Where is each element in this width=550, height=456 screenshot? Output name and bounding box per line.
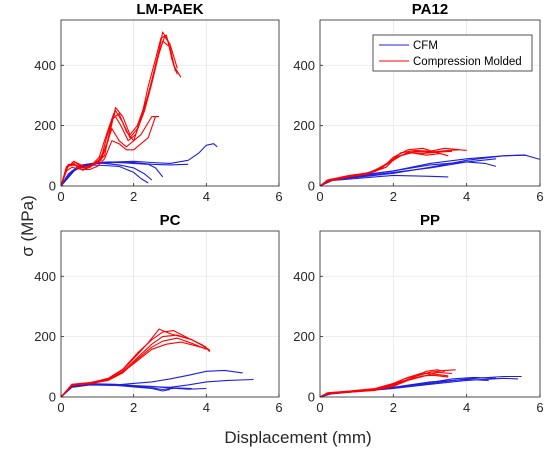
series-compression-molded: [61, 328, 211, 397]
y-tick-label: 200: [293, 329, 315, 344]
series-compression-molded: [61, 31, 182, 186]
curve-compression-molded: [61, 36, 178, 186]
x-axis-label: Displacement (mm): [224, 428, 371, 447]
x-tick-label: 2: [390, 189, 397, 204]
x-tick-label: 2: [130, 400, 137, 415]
panel-title-pa12: PA12: [412, 1, 448, 18]
panel-pp: 0 2 4 6 0 200 400 PP: [293, 212, 543, 415]
curve-compression-molded: [61, 116, 160, 186]
legend-label-compression-molded: Compression Molded: [413, 56, 522, 68]
x-tick-label: 0: [316, 400, 323, 415]
curve-compression-molded: [320, 152, 442, 186]
y-axis-label: σ (MPa): [18, 195, 37, 257]
x-tick-label: 4: [203, 189, 210, 204]
panel-lm-paek: 0 2 4 6 0 200 400 LM-PAEK: [34, 1, 282, 204]
panel-title-pp: PP: [420, 212, 440, 229]
x-tick-label: 4: [463, 189, 470, 204]
y-tick-label: 0: [49, 390, 56, 405]
y-tick-label: 400: [293, 269, 315, 284]
curve-compression-molded: [320, 369, 445, 397]
curve-cfm: [61, 384, 171, 397]
legend: CFM Compression Molded: [372, 34, 533, 72]
x-tick-label: 4: [203, 400, 210, 415]
x-tick-label: 6: [275, 189, 282, 204]
y-tick-label: 0: [49, 179, 56, 194]
series-compression-molded: [320, 369, 456, 397]
y-tick-label: 200: [293, 118, 315, 133]
y-tick-label: 400: [34, 269, 56, 284]
plot-area-pc: [61, 231, 279, 397]
axes-frame-pa12: [319, 19, 541, 187]
panel-title-lm-paek: LM-PAEK: [136, 1, 203, 18]
curve-compression-molded: [320, 374, 449, 397]
x-tick-label: 6: [536, 400, 543, 415]
panel-pc: 0 2 4 6 0 200 400 PC: [34, 212, 282, 415]
curve-compression-molded: [61, 330, 211, 397]
plot-area-pp: [320, 231, 540, 397]
axes-frame-pp: [319, 230, 541, 398]
curve-cfm: [61, 162, 153, 186]
legend-box: [372, 34, 533, 72]
y-tick-label: 400: [34, 58, 56, 73]
series-compression-molded: [320, 147, 467, 186]
y-tick-label: 0: [308, 179, 315, 194]
x-tick-label: 2: [130, 189, 137, 204]
curve-compression-molded: [61, 341, 207, 397]
x-tick-label: 0: [57, 400, 64, 415]
axes-frame-lm-paek: [60, 19, 280, 187]
x-tick-label: 6: [275, 400, 282, 415]
y-tick-label: 0: [308, 390, 315, 405]
curve-compression-molded: [61, 116, 157, 186]
x-tick-label: 0: [316, 189, 323, 204]
y-tick-label: 200: [34, 329, 56, 344]
legend-label-cfm: CFM: [413, 40, 438, 52]
x-tick-label: 6: [536, 189, 543, 204]
x-tick-label: 0: [57, 189, 64, 204]
panel-pa12: 0 2 4 6 0 200 400 PA12: [293, 1, 543, 204]
y-tick-label: 200: [34, 118, 56, 133]
y-tick-label: 400: [293, 58, 315, 73]
panel-title-pc: PC: [160, 212, 181, 229]
axes-frame-pc: [60, 230, 280, 398]
x-tick-label: 4: [463, 400, 470, 415]
curve-cfm: [61, 161, 189, 186]
x-tick-label: 2: [390, 400, 397, 415]
